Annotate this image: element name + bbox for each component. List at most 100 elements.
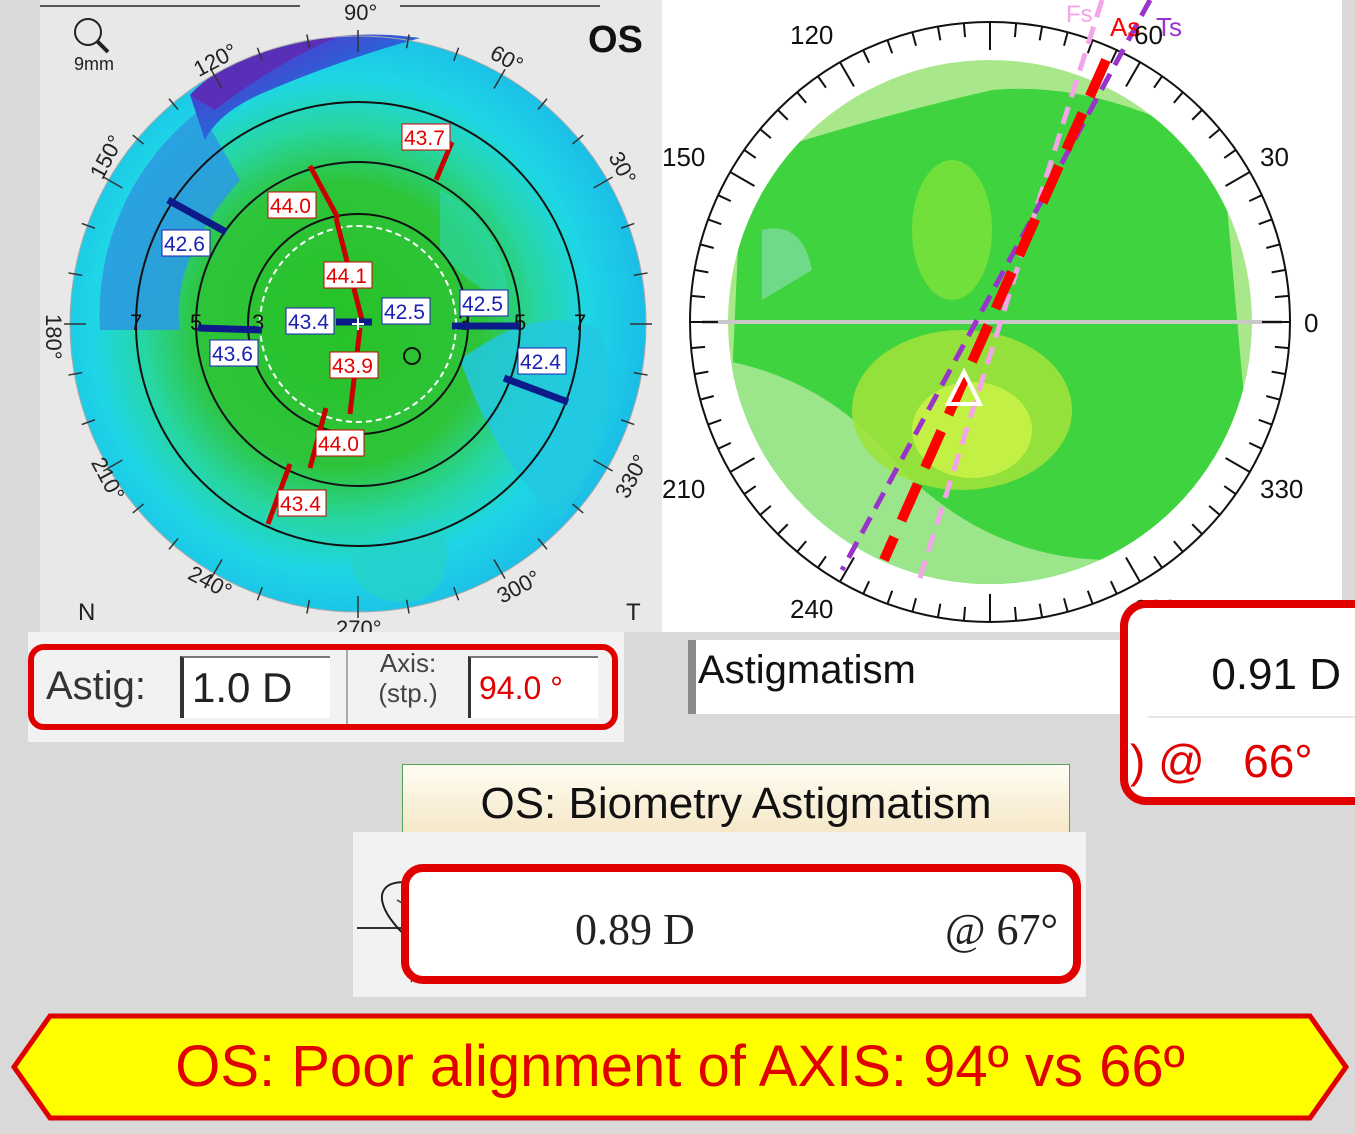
biometry-title: OS: Biometry Astigmatism	[402, 764, 1070, 842]
tick-mark	[817, 555, 827, 569]
tick-mark	[717, 194, 732, 203]
tick-mark	[1208, 128, 1221, 139]
tick-mark	[759, 505, 772, 516]
tick-mark	[759, 128, 772, 139]
fs-label: Fs	[1066, 1, 1093, 28]
tick-mark	[453, 47, 460, 62]
angle-label-180: 180°	[41, 314, 66, 360]
topography-astig-panel: Astig: 1.0 D Axis: (stp.) 94.0 °	[28, 632, 624, 742]
axis-value-field[interactable]: 94.0 °	[468, 656, 598, 718]
axis-label: Axis: (stp.)	[368, 648, 448, 708]
tick-mark	[168, 98, 179, 110]
fs-meridian	[915, 0, 1105, 585]
tick-mark	[81, 419, 96, 426]
tick-mark	[537, 538, 548, 550]
tick-mark	[103, 459, 123, 472]
tick-mark	[1153, 555, 1163, 569]
flat-marker	[502, 374, 570, 406]
tick-mark	[620, 419, 635, 426]
steep-value: 44.1	[326, 265, 367, 288]
flat-value: 42.6	[164, 233, 205, 256]
flat-marker	[166, 196, 228, 236]
tick-mark	[1208, 505, 1221, 516]
tick-mark	[1191, 109, 1203, 121]
tick-mark	[1125, 557, 1141, 583]
tick-mark	[862, 49, 871, 64]
eye-label: OS	[588, 19, 643, 61]
polar-angle-120: 120	[790, 20, 833, 50]
steep-value: 44.0	[318, 433, 359, 456]
tick-mark	[633, 272, 648, 277]
biometry-value: 0.89 D	[575, 905, 695, 954]
tick-mark	[103, 176, 123, 189]
polar-angle-210: 210	[662, 474, 705, 504]
tick-mark	[777, 109, 789, 121]
tick-mark	[694, 370, 709, 376]
highlight-box	[28, 644, 618, 730]
polar-angle-240: 240	[790, 594, 833, 624]
tick-mark	[862, 580, 871, 595]
tick-mark	[1063, 31, 1069, 47]
flat-value: 42.4	[520, 351, 561, 374]
flat-value: 42.5	[384, 301, 425, 324]
tick-mark	[1109, 580, 1118, 595]
tick-mark	[572, 503, 584, 514]
tick-mark	[1248, 441, 1263, 450]
tick-mark	[306, 599, 311, 614]
angle-label-270: 270°	[336, 616, 382, 632]
biometry-axis: @ 67°	[945, 905, 1059, 954]
tick-mark	[256, 47, 263, 62]
ts-label: Ts	[1156, 12, 1182, 42]
astig-value-field[interactable]: 1.0 D	[180, 656, 330, 718]
tick-mark	[1265, 243, 1281, 249]
tick-mark	[694, 268, 709, 274]
polar-angle-30: 30	[1260, 142, 1289, 172]
polar-angle-0: 0	[1304, 308, 1318, 338]
axis-label-line1: Axis:	[379, 648, 437, 678]
polar-angle-330: 330	[1260, 474, 1303, 504]
flat-value: 43.6	[212, 343, 253, 366]
astigmatism-result-box: 0.91 D ) @ 66°	[1120, 600, 1355, 805]
tick-mark	[1271, 268, 1286, 274]
tick-mark	[1271, 370, 1286, 376]
tick-mark	[306, 34, 311, 49]
tick-mark	[699, 395, 715, 401]
tick-mark	[453, 586, 460, 601]
tick-mark	[1013, 23, 1018, 38]
tick-mark	[1225, 457, 1251, 473]
tick-mark	[405, 34, 410, 49]
tick-mark	[1125, 61, 1141, 87]
axis-label-line2: (stp.)	[378, 678, 438, 708]
tick-mark	[620, 222, 635, 229]
steep-value: 43.4	[280, 493, 321, 516]
tick-mark	[1109, 49, 1118, 64]
tick-mark	[743, 485, 757, 495]
angle-label-330: 330°	[610, 450, 653, 502]
astig-label: Astig:	[46, 664, 147, 708]
tick-mark	[633, 371, 648, 376]
tick-mark	[743, 149, 757, 159]
tick-mark	[68, 371, 83, 376]
tick-mark	[1038, 26, 1044, 41]
angle-label-90: 90°	[344, 0, 377, 25]
apex-marker	[944, 367, 984, 406]
tick-mark	[1258, 418, 1273, 426]
zoom-icon[interactable]	[74, 18, 110, 54]
tick-mark	[210, 69, 223, 89]
as-label: As	[1110, 12, 1140, 42]
divider	[346, 650, 348, 726]
ts-meridian	[839, 0, 1153, 572]
ring-label: 7	[574, 310, 586, 335]
tick-mark	[1173, 540, 1184, 553]
tick-mark	[572, 134, 584, 145]
tick-mark	[962, 606, 967, 621]
biometry-panel: 0.89 D @ 67°	[353, 832, 1086, 997]
tick-mark	[1274, 345, 1289, 350]
steep-value: 43.7	[404, 127, 445, 150]
tick-mark	[699, 243, 715, 249]
tick-mark	[1153, 75, 1163, 89]
tick-mark	[168, 538, 179, 550]
flat-value: 42.5	[462, 293, 503, 316]
polar-angle-150: 150	[662, 142, 705, 172]
ring-label: 7	[130, 310, 142, 335]
